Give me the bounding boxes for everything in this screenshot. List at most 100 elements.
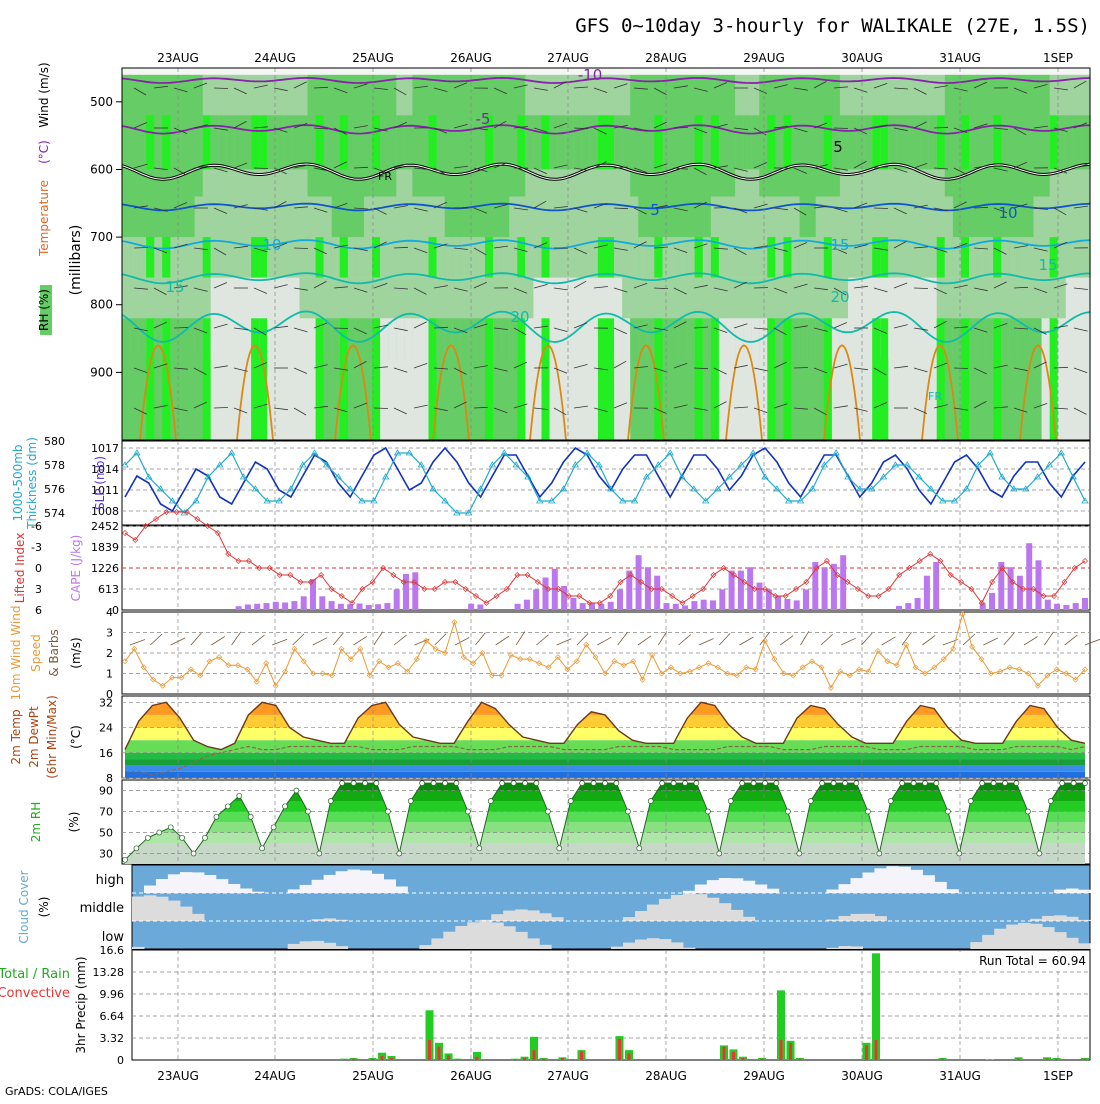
rh2m-tick-label: 30	[99, 848, 113, 861]
cloud-cell	[851, 946, 864, 949]
rh-cell	[646, 115, 655, 169]
rh-cell	[404, 318, 413, 440]
rh-cell	[509, 237, 518, 278]
date-label-top: 28AUG	[645, 51, 687, 65]
rh2m-point	[134, 846, 139, 851]
cape-bar	[636, 555, 642, 610]
rh2m-point	[671, 781, 676, 786]
precip-conv-bar	[780, 1040, 783, 1060]
pressure-tick-label: 900	[90, 365, 113, 379]
cloud-cell	[443, 932, 456, 949]
rh-cell	[767, 237, 776, 278]
wind-barb	[294, 248, 308, 249]
rh-cell	[179, 318, 188, 440]
cloud-cell	[503, 911, 516, 921]
cloud-cell	[839, 946, 852, 949]
cape-bar	[1036, 560, 1042, 610]
contour-label: 5	[650, 201, 660, 219]
rh-cell	[493, 318, 502, 440]
cloud-cell	[324, 875, 337, 893]
rh-cell	[913, 318, 922, 440]
rh-cell	[445, 115, 454, 169]
precip-conv-bar	[628, 1053, 631, 1060]
rh2m-tick-label: 90	[99, 785, 113, 798]
rh-cell	[566, 237, 575, 278]
dewpt2m-label: 2m DewPt	[27, 706, 41, 768]
rh2m-point	[591, 781, 596, 786]
wind10m-tick-label: 3	[106, 627, 113, 640]
rh-cell	[800, 115, 809, 169]
cloud-cell	[228, 884, 241, 893]
rh-cell	[905, 318, 914, 440]
cloud-cell	[970, 942, 983, 949]
cape-bar	[543, 578, 549, 611]
cloud-cell	[839, 916, 852, 921]
rh2m-point	[454, 781, 459, 786]
rh-cell	[364, 115, 373, 169]
cape-bar	[366, 605, 372, 610]
cloud-cell	[180, 872, 193, 893]
rh2m-point	[683, 781, 688, 786]
temp-band	[123, 753, 1089, 759]
rh2m-point	[774, 781, 779, 786]
cape-bar	[905, 603, 911, 610]
wind-barb	[174, 328, 188, 329]
rh-cell	[622, 115, 631, 169]
cloud-cell	[934, 882, 947, 893]
precip-tick-label: 0	[117, 1054, 124, 1067]
rh-cell	[703, 318, 712, 440]
rh-cell	[977, 115, 986, 169]
rh-cell	[211, 237, 220, 278]
wind-barb	[214, 408, 228, 409]
cape-bar	[1063, 605, 1069, 610]
rh-cell	[461, 237, 470, 278]
cloud-cell	[874, 868, 887, 893]
cape-bar	[915, 598, 921, 610]
rh-cell	[743, 318, 752, 440]
rh-cell	[654, 115, 663, 169]
rh-cell	[630, 115, 639, 169]
wind-barb	[334, 328, 348, 329]
cloud-cover-units: (%)	[37, 897, 51, 918]
wind10m-tick-label: 2	[106, 647, 113, 660]
rh-cell	[767, 318, 776, 440]
wind-barb	[754, 288, 768, 289]
rh-cell	[219, 115, 228, 169]
cloud-cell	[192, 914, 205, 921]
cloud-cell	[300, 885, 313, 893]
cape-bar	[664, 603, 670, 610]
rh-cell	[275, 318, 284, 440]
rh-cell	[606, 115, 615, 169]
rh-cell	[614, 115, 623, 169]
rh-cell	[574, 115, 583, 169]
rh2m-point	[145, 835, 150, 840]
cape-bar	[784, 599, 790, 610]
cloud-cell	[192, 872, 205, 893]
rh-cell	[840, 318, 849, 440]
cloud-cell	[479, 921, 492, 949]
rh-cell	[743, 115, 752, 169]
rh2m-point	[328, 799, 333, 804]
date-label-bottom: 29AUG	[743, 1069, 785, 1083]
cloud-cell	[659, 899, 672, 921]
cloud-cell	[1066, 917, 1079, 921]
rh2m-point	[294, 788, 299, 793]
rh-cell	[485, 237, 494, 278]
rh-cell	[412, 318, 421, 440]
rh-cell	[864, 318, 873, 440]
cloud-cell	[839, 884, 852, 893]
rh-cell	[598, 237, 607, 278]
rh2m-point	[900, 781, 905, 786]
cape-bar	[301, 596, 307, 610]
cloud-level-label: middle	[80, 901, 124, 916]
rh-cell	[372, 237, 381, 278]
rh-cell	[856, 115, 865, 169]
precip-conv-label: Convective	[0, 986, 70, 1001]
date-label-top: 27AUG	[547, 51, 589, 65]
cape-bar	[310, 579, 316, 610]
date-label-top: 1SEP	[1043, 51, 1073, 65]
